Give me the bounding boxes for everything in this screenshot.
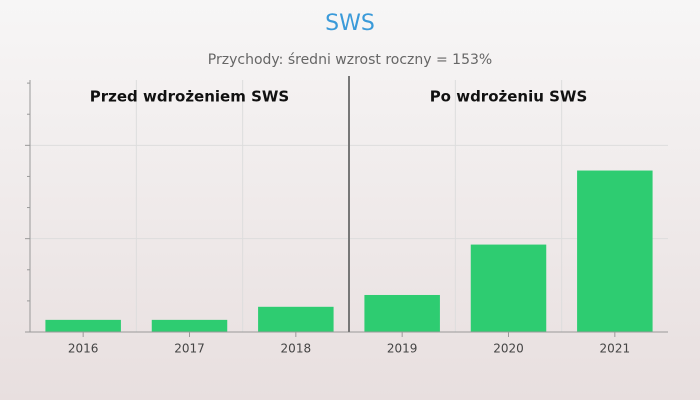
chart-title: SWS: [325, 11, 375, 36]
chart-subtitle: Przychody: średni wzrost roczny = 153%: [208, 52, 492, 68]
annotation: Przed wdrożeniem SWS: [90, 88, 289, 106]
x-tick-label: 2020: [493, 342, 524, 356]
bar: [470, 244, 547, 332]
x-tick-label: 2017: [174, 342, 205, 356]
x-tick-label: 2016: [68, 342, 99, 356]
annotation: Po wdrożeniu SWS: [430, 88, 588, 106]
x-tick-label: 2019: [387, 342, 418, 356]
x-tick-label: 2021: [600, 342, 631, 356]
bar: [45, 319, 121, 332]
bar: [258, 306, 334, 332]
x-tick-label: 2018: [281, 342, 312, 356]
bar: [151, 319, 228, 332]
bar: [577, 170, 653, 332]
bar: [364, 294, 440, 332]
